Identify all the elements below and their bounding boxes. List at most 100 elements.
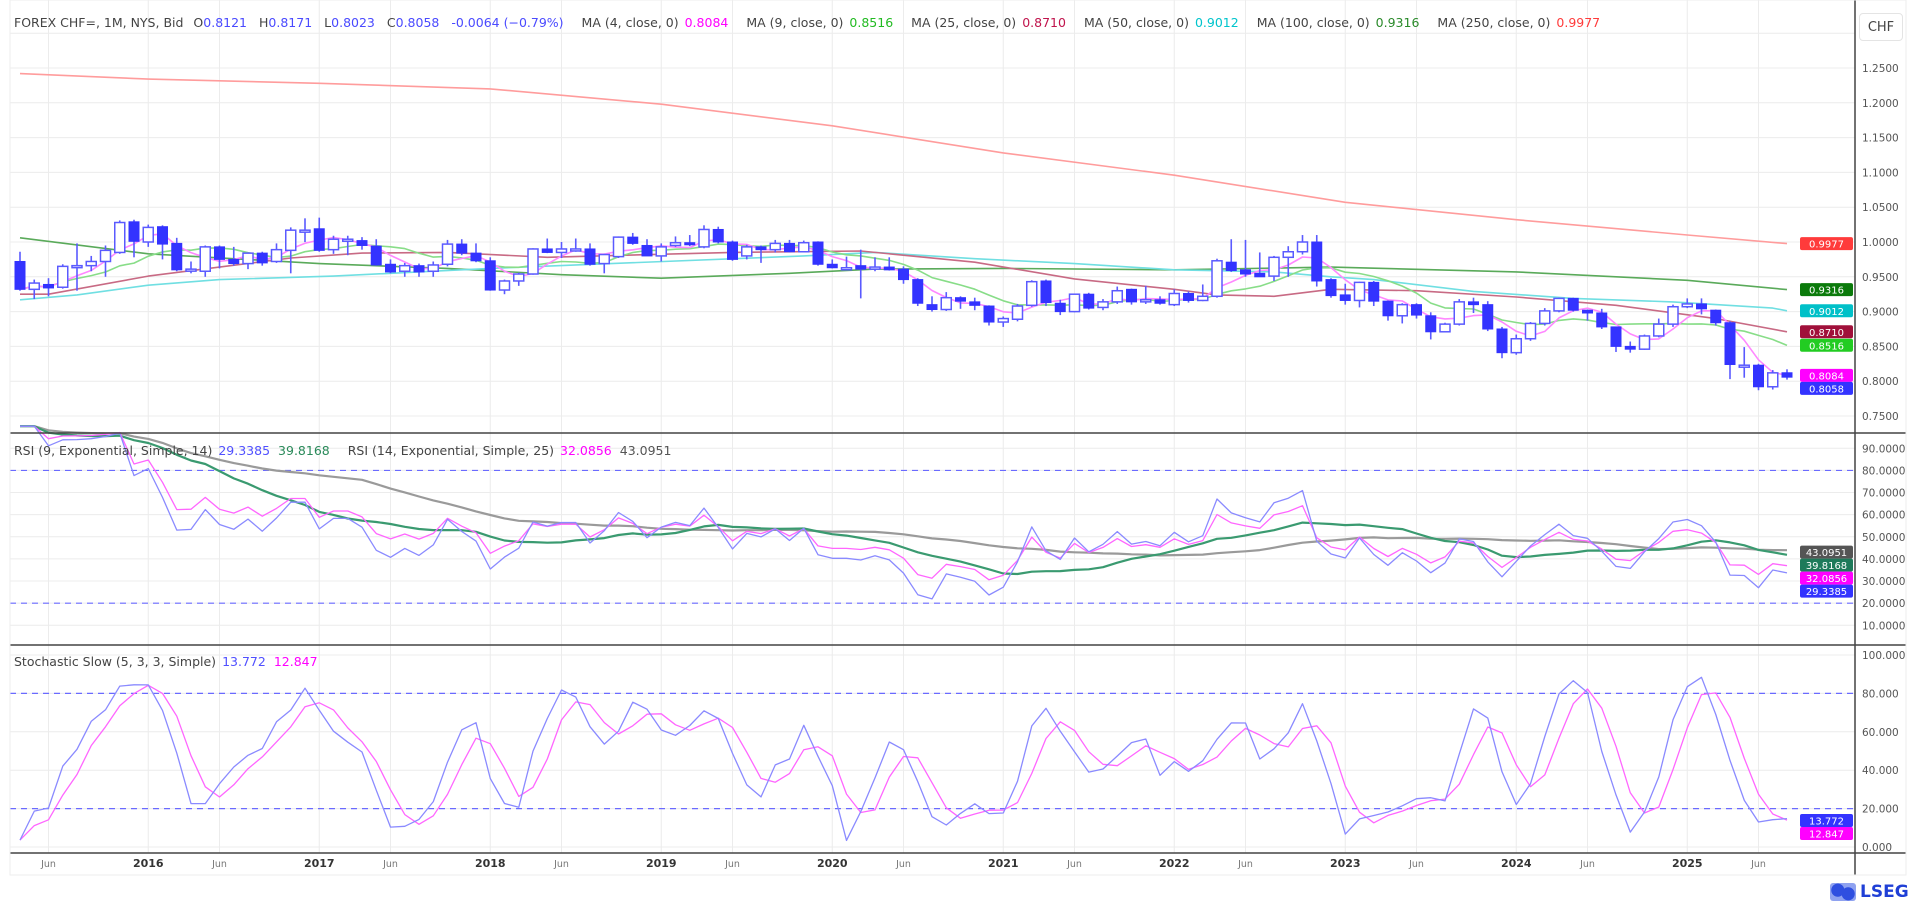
candle: [1453, 299, 1465, 326]
x-tick-label: Jun: [1579, 859, 1595, 870]
x-tick-label: Jun: [895, 859, 911, 870]
candle: [1696, 298, 1707, 315]
indicator-legend-label: RSI (9, Exponential, Simple, 14): [14, 443, 213, 458]
candle-body-down: [1254, 272, 1266, 278]
currency-button[interactable]: CHF: [1859, 13, 1903, 41]
candle: [1681, 298, 1693, 309]
ma-legend-value: 0.8710: [1022, 15, 1066, 30]
rsi9-ma-line: [20, 425, 1788, 576]
candle: [1311, 235, 1323, 287]
candle-body-down: [1083, 293, 1095, 309]
candle: [1268, 255, 1280, 281]
candle-body-up: [28, 282, 40, 291]
candle-body-up: [869, 266, 881, 270]
y-tick-label: 30.0000: [1862, 576, 1905, 588]
candle: [1068, 293, 1081, 313]
candle: [1567, 297, 1579, 312]
candle-body-down: [14, 260, 26, 290]
ma-legend-value: 0.9977: [1556, 15, 1601, 30]
y-tick-label: 20.000: [1862, 804, 1899, 816]
last-value-tag: 29.3385: [1800, 584, 1853, 598]
candle-body-down: [157, 226, 168, 245]
candle: [769, 239, 781, 253]
candle: [741, 244, 753, 260]
candle-body-down: [1724, 322, 1736, 365]
candle-body-down: [1624, 345, 1636, 350]
candle-body-down: [1781, 372, 1793, 378]
last-value-tag-bg: [1800, 325, 1853, 339]
y-tick-label: 0.9500: [1862, 272, 1899, 284]
candle-body-up: [1439, 323, 1451, 333]
candle-body-down: [171, 242, 183, 271]
candle: [1767, 370, 1779, 390]
candle-body-up: [1353, 281, 1366, 302]
last-value-tag-text: 0.9977: [1809, 240, 1844, 251]
candle: [1040, 279, 1052, 307]
candle-body-down: [413, 265, 425, 273]
lseg-logo: LSEG: [1830, 882, 1909, 902]
ma-25-line: [20, 250, 1788, 333]
candle-body-up: [997, 317, 1009, 323]
candle-body-up: [1396, 303, 1408, 317]
candle: [157, 225, 168, 260]
candle: [413, 263, 425, 277]
candle-body-up: [513, 273, 525, 282]
candle-body-up: [1111, 289, 1123, 303]
indicator-legend-label: RSI (14, Exponential, Simple, 25): [347, 443, 555, 458]
instrument-label: FOREX CHF=, 1M, NYS, Bid: [14, 15, 184, 30]
candle: [57, 264, 69, 289]
candle-body-down: [912, 279, 924, 304]
candle: [1368, 280, 1380, 307]
candle: [1140, 285, 1152, 304]
candle-body-up: [570, 248, 582, 252]
candle-body-up: [185, 268, 197, 272]
candle-body-up: [769, 242, 781, 251]
candle: [1382, 300, 1394, 321]
candle: [1582, 309, 1593, 321]
candle: [926, 296, 938, 312]
last-value-tag-bg: [1800, 814, 1853, 828]
low-field: L0.8023: [324, 15, 381, 30]
last-value-tag-bg: [1800, 558, 1853, 572]
candle: [85, 255, 97, 272]
candle: [1468, 297, 1479, 313]
ma-100-line: [19, 237, 1788, 291]
candle-body-down: [1496, 328, 1508, 354]
candle-body-down: [1368, 281, 1380, 302]
candle-body-up: [798, 241, 810, 253]
candle-body-down: [1753, 364, 1764, 388]
change-value: -0.0064 (−0.79%): [451, 15, 564, 30]
indicator-legend-value: 12.847: [273, 654, 318, 669]
candle-body-up: [612, 236, 625, 258]
close-field: C0.8058: [387, 15, 445, 30]
high-label: H: [259, 15, 269, 30]
last-value-tag-bg: [1800, 827, 1853, 841]
candle: [185, 261, 197, 274]
candle: [955, 296, 966, 309]
candle-body-down: [584, 248, 596, 265]
close-value: 0.8058: [395, 15, 440, 30]
candle-body-up: [427, 264, 439, 272]
candle-body-down: [43, 283, 54, 289]
last-value-tag: 0.8084: [1800, 368, 1853, 382]
candle-body-up: [1097, 301, 1109, 309]
last-value-tag-text: 0.9012: [1809, 307, 1844, 318]
x-tick-label: Jun: [1237, 859, 1253, 870]
x-tick-label: 2025: [1672, 857, 1703, 870]
candle: [627, 232, 639, 245]
candle-body-up: [1197, 295, 1209, 302]
candle-body-up: [399, 264, 411, 272]
candle-body-up: [57, 265, 69, 288]
lseg-logo-icon: [1830, 883, 1856, 901]
lseg-logo-text: LSEG: [1860, 882, 1909, 902]
ma-legend-value: 0.8084: [684, 15, 729, 30]
candle-body-up: [598, 253, 610, 265]
ma-legend-label: MA (250, close, 0): [1437, 15, 1551, 30]
x-tick-label: Jun: [553, 859, 569, 870]
candle-body-down: [128, 221, 140, 242]
candle: [356, 237, 368, 250]
ma-legend-label: MA (25, close, 0): [911, 15, 1017, 30]
candle-body-down: [214, 246, 225, 260]
candle-body-up: [441, 243, 454, 266]
